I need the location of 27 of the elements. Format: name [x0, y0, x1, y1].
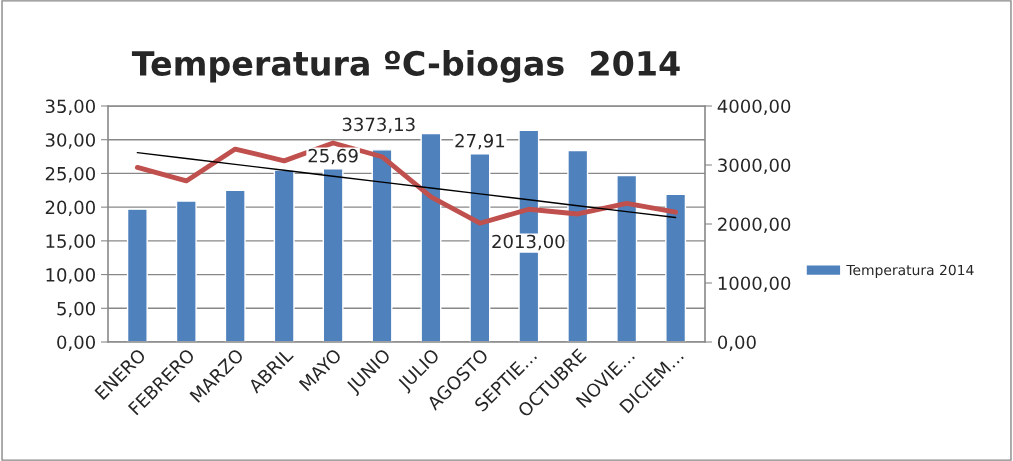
data-label: 25,69 — [308, 148, 358, 165]
bar — [224, 189, 246, 342]
bar — [371, 149, 393, 342]
y-tick-label: 25,00 — [45, 166, 95, 183]
y-tick-label: 30,00 — [45, 133, 95, 149]
bar — [420, 132, 442, 342]
y-tick-label: 15,00 — [46, 234, 95, 250]
y2-tick-label: 1000,00 — [718, 276, 791, 292]
y2-tick-label: 2000,00 — [718, 217, 791, 233]
y-tick-label: 20,00 — [45, 200, 95, 217]
bar — [175, 200, 197, 342]
bar — [273, 169, 295, 342]
legend-label: Temperatura 2014 — [846, 264, 974, 278]
data-label: 2013,00 — [492, 234, 565, 251]
y-tick-label: 5,00 — [57, 301, 95, 318]
y2-tick-label: 3000,00 — [718, 158, 791, 174]
y-tick-label: 0,00 — [57, 335, 95, 351]
y-tick-label: 35,00 — [45, 99, 95, 115]
bar — [616, 174, 638, 342]
y-tick-label: 10,00 — [46, 268, 95, 284]
bar — [126, 208, 148, 342]
bar — [665, 193, 687, 342]
y2-tick-label: 4000,00 — [717, 99, 791, 115]
y2-tick-label: 0,00 — [718, 335, 756, 351]
data-label: 3373,13 — [342, 117, 415, 133]
data-label: 27,91 — [455, 133, 505, 150]
chart-title: Temperatura ºC-biogas 2014 — [131, 50, 680, 83]
